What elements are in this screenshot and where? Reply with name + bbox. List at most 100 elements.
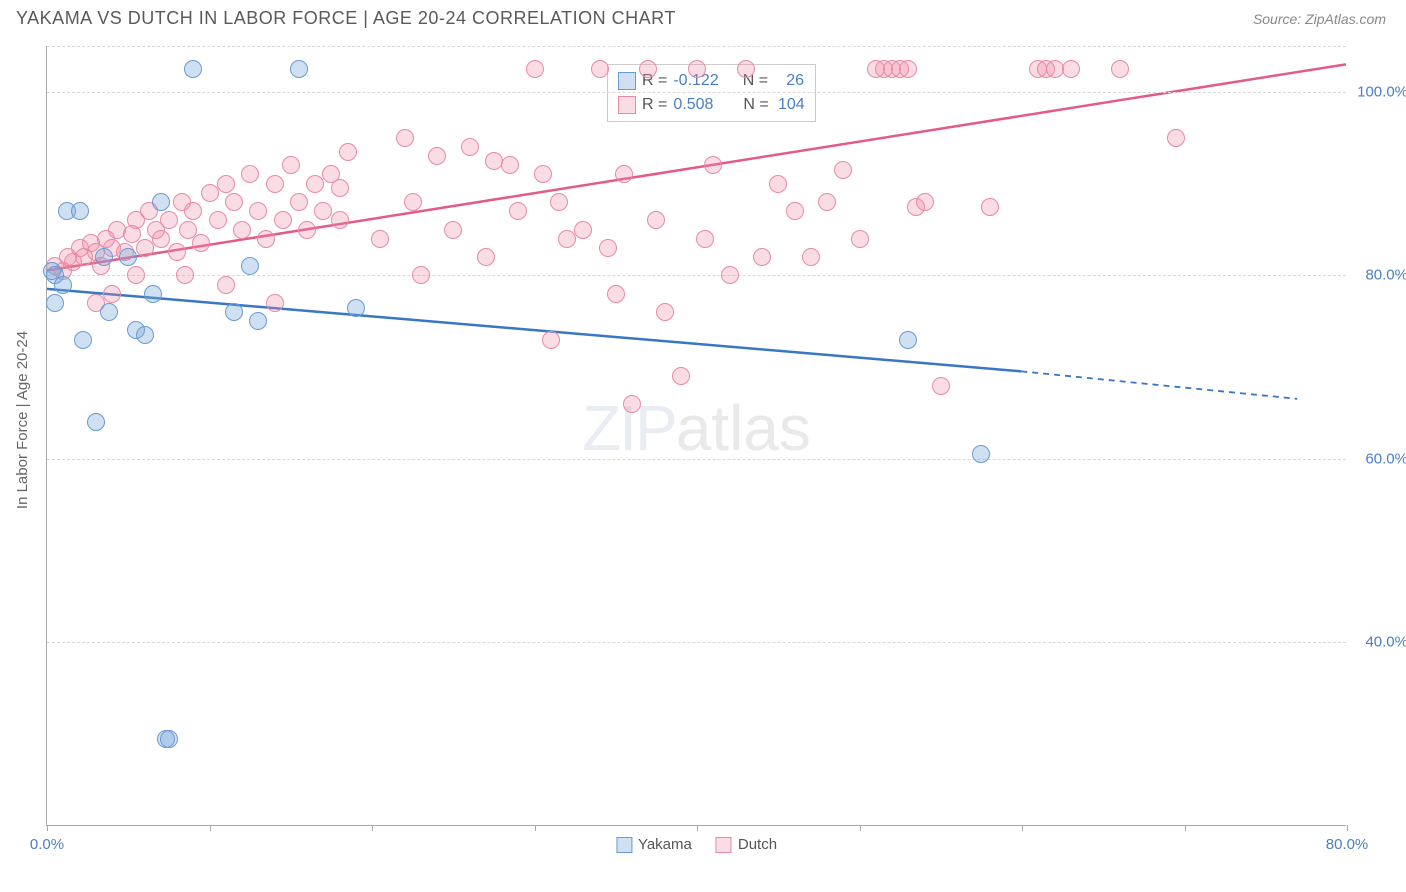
dutch-point	[257, 230, 275, 248]
x-tick	[1022, 825, 1023, 831]
y-tick-label: 80.0%	[1365, 267, 1406, 284]
dutch-point	[721, 266, 739, 284]
dutch-point	[282, 156, 300, 174]
yakama-swatch	[618, 72, 636, 90]
x-tick	[1185, 825, 1186, 831]
dutch-point	[201, 184, 219, 202]
yakama-point	[249, 312, 267, 330]
x-tick	[47, 825, 48, 831]
yakama-point	[225, 303, 243, 321]
yakama-point	[290, 60, 308, 78]
dutch-point	[306, 175, 324, 193]
yakama-point	[100, 303, 118, 321]
yakama-point	[152, 193, 170, 211]
dutch-point	[225, 193, 243, 211]
dutch-swatch	[618, 96, 636, 114]
dutch-point	[899, 60, 917, 78]
dutch-point	[485, 152, 503, 170]
dutch-point	[331, 211, 349, 229]
dutch-point	[916, 193, 934, 211]
dutch-point	[542, 331, 560, 349]
dutch-point	[298, 221, 316, 239]
trend-lines	[47, 46, 1346, 825]
legend-dutch: Dutch	[716, 836, 777, 853]
x-tick-label: 80.0%	[1326, 836, 1369, 853]
dutch-point	[184, 202, 202, 220]
dutch-point	[217, 276, 235, 294]
grid-line	[47, 46, 1346, 47]
dutch-point	[168, 243, 186, 261]
dutch-point	[152, 230, 170, 248]
watermark: ZIPatlas	[582, 391, 811, 465]
chart-title: YAKAMA VS DUTCH IN LABOR FORCE | AGE 20-…	[16, 8, 676, 29]
dutch-point	[339, 143, 357, 161]
dutch-point	[501, 156, 519, 174]
dutch-point	[688, 60, 706, 78]
dutch-point	[737, 60, 755, 78]
y-tick-label: 60.0%	[1365, 450, 1406, 467]
dutch-point	[534, 165, 552, 183]
dutch-point	[249, 202, 267, 220]
yakama-point	[95, 248, 113, 266]
dutch-point	[851, 230, 869, 248]
dutch-point	[558, 230, 576, 248]
yakama-point	[347, 299, 365, 317]
dutch-point	[672, 367, 690, 385]
yakama-n-value: 26	[774, 72, 804, 90]
yakama-point	[144, 285, 162, 303]
dutch-point	[241, 165, 259, 183]
dutch-point	[932, 377, 950, 395]
yakama-point	[87, 413, 105, 431]
dutch-r-value: 0.508	[673, 96, 719, 114]
yakama-point	[241, 257, 259, 275]
dutch-point	[412, 266, 430, 284]
y-tick-label: 40.0%	[1365, 634, 1406, 651]
dutch-point	[103, 285, 121, 303]
dutch-point	[786, 202, 804, 220]
dutch-point	[233, 221, 251, 239]
yakama-point	[160, 730, 178, 748]
x-tick	[860, 825, 861, 831]
dutch-point	[818, 193, 836, 211]
source-label: Source: ZipAtlas.com	[1253, 11, 1386, 27]
yakama-point	[71, 202, 89, 220]
dutch-point	[274, 211, 292, 229]
yakama-point	[972, 445, 990, 463]
dutch-point	[623, 395, 641, 413]
y-axis-label: In Labor Force | Age 20-24	[14, 331, 31, 509]
dutch-point	[428, 147, 446, 165]
dutch-point	[136, 239, 154, 257]
dutch-point	[266, 175, 284, 193]
y-tick-label: 100.0%	[1357, 83, 1406, 100]
dutch-point	[769, 175, 787, 193]
dutch-point	[574, 221, 592, 239]
dutch-point	[509, 202, 527, 220]
grid-line	[47, 92, 1346, 93]
yakama-point	[119, 248, 137, 266]
dutch-point	[314, 202, 332, 220]
dutch-point	[1167, 129, 1185, 147]
dutch-point	[176, 266, 194, 284]
x-tick	[535, 825, 536, 831]
dutch-point	[753, 248, 771, 266]
grid-line	[47, 459, 1346, 460]
yakama-point	[74, 331, 92, 349]
dutch-point	[192, 234, 210, 252]
grid-line	[47, 275, 1346, 276]
dutch-point	[461, 138, 479, 156]
dutch-point	[371, 230, 389, 248]
dutch-point	[591, 60, 609, 78]
dutch-point	[266, 294, 284, 312]
yakama-point	[46, 294, 64, 312]
dutch-point	[396, 129, 414, 147]
dutch-point	[444, 221, 462, 239]
dutch-point	[696, 230, 714, 248]
x-tick	[1347, 825, 1348, 831]
chart-plot-area: ZIPatlas R = -0.122 N = 26 R = 0.508 N =…	[46, 46, 1346, 826]
dutch-point	[160, 211, 178, 229]
legend-yakama: Yakama	[616, 836, 692, 853]
series-legend: Yakama Dutch	[616, 836, 777, 853]
dutch-point	[404, 193, 422, 211]
x-tick	[210, 825, 211, 831]
dutch-point	[217, 175, 235, 193]
